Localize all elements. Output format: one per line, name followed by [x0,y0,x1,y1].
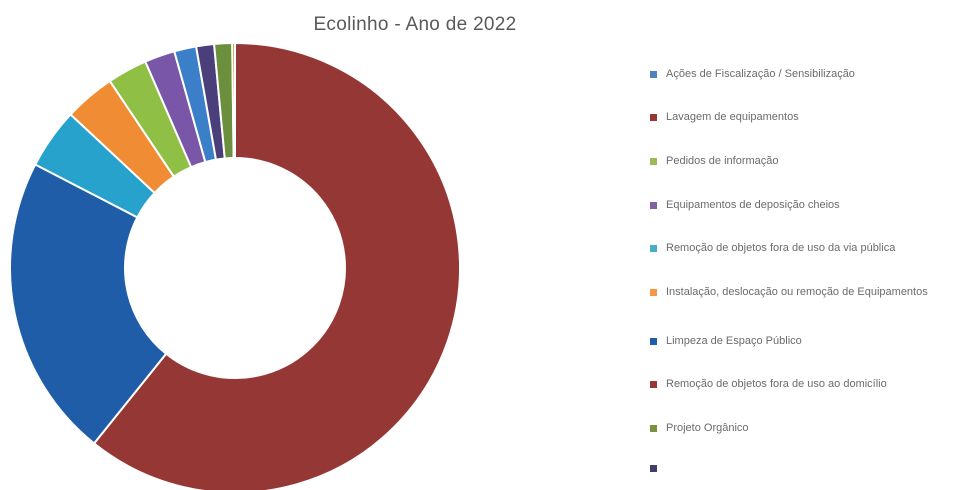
legend-item [650,465,970,472]
legend-swatch [650,114,657,121]
legend-label: Lavagem de equipamentos [666,111,799,123]
legend-label: Limpeza de Espaço Público [666,335,802,347]
legend-swatch [650,425,657,432]
legend-swatch [650,289,657,296]
legend-label: Projeto Orgânico [666,422,749,434]
legend-swatch [650,381,657,388]
legend-item: Remoção de objetos fora de uso ao domicí… [650,378,970,391]
legend-swatch [650,465,657,472]
legend-label: Remoção de objetos fora de uso da via pú… [666,242,896,254]
legend-label: Remoção de objetos fora de uso ao domicí… [666,378,887,390]
legend-item: Projeto Orgânico [650,422,970,435]
donut-slice-2 [9,163,168,445]
legend-label: Instalação, deslocação ou remoção de Equ… [666,286,928,298]
legend-item: Ações de Fiscalização / Sensibilização [650,68,970,81]
legend-label: Equipamentos de deposição cheios [666,199,840,211]
legend-swatch [650,158,657,165]
legend-item: Limpeza de Espaço Público [650,335,970,348]
legend-swatch [650,202,657,209]
legend-item: Instalação, deslocação ou remoção de Equ… [650,286,970,299]
donut-slice-1 [92,41,461,490]
legend-swatch [650,245,657,252]
legend-swatch [650,338,657,345]
legend-swatch [650,71,657,78]
legend-label: Ações de Fiscalização / Sensibilização [666,68,855,80]
legend-label: Pedidos de informação [666,155,779,167]
legend-item: Pedidos de informação [650,155,970,168]
donut-slice-10 [231,41,236,160]
chart-title: Ecolinho - Ano de 2022 [313,14,517,35]
legend-item: Remoção de objetos fora de uso da via pú… [650,242,970,255]
legend-item: Equipamentos de deposição cheios [650,199,970,212]
donut-chart [9,41,461,490]
legend-item: Lavagem de equipamentos [650,111,970,124]
